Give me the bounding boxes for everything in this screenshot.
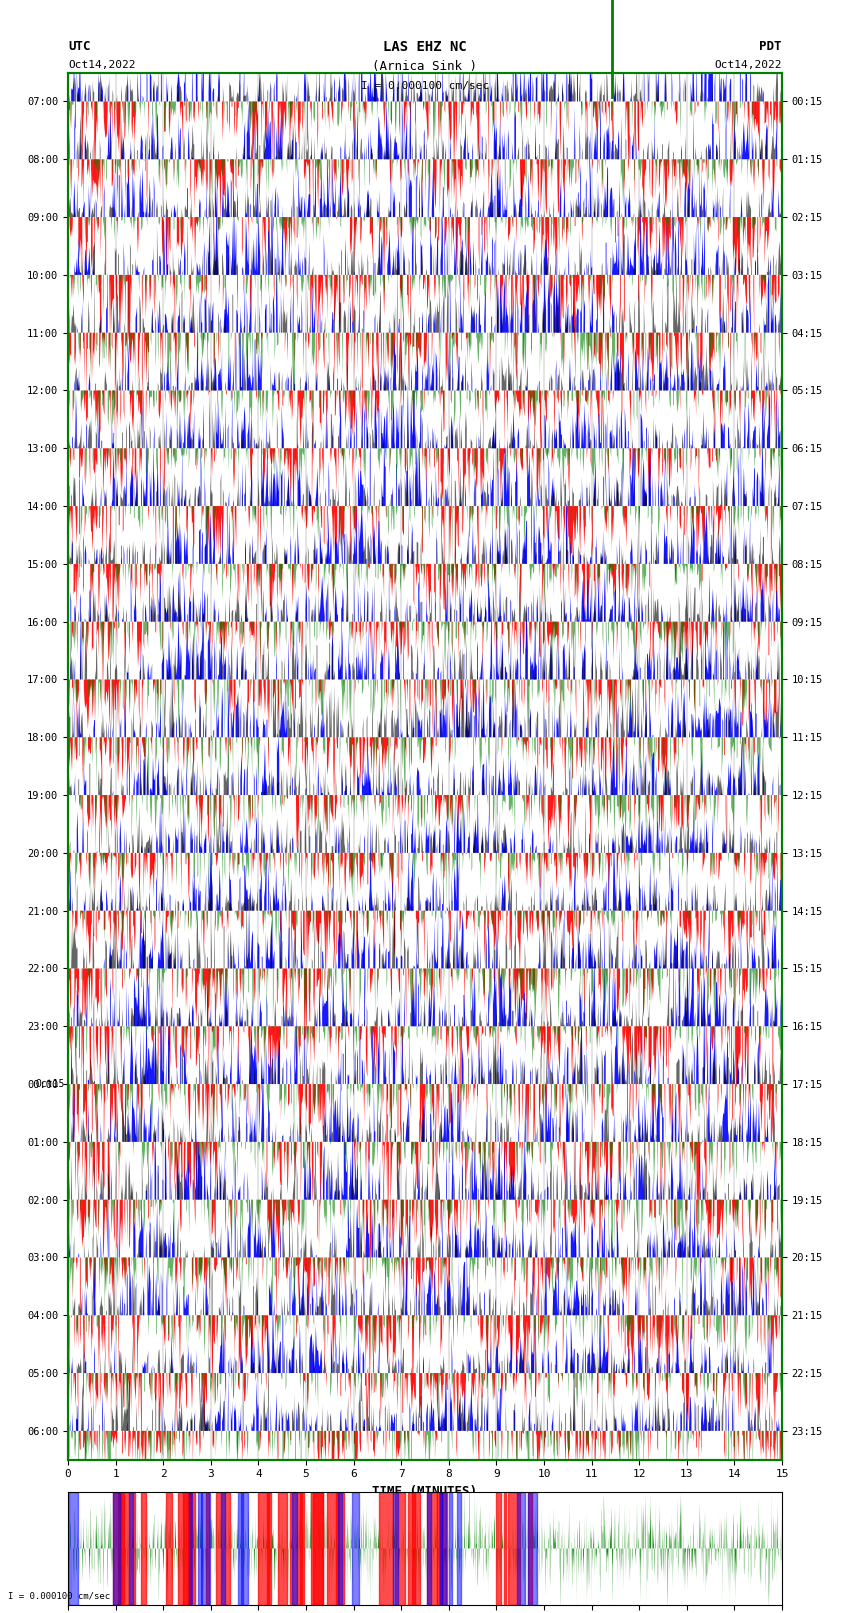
- Bar: [178, 1492, 191, 1605]
- Bar: [201, 1492, 211, 1605]
- Bar: [198, 1492, 202, 1605]
- X-axis label: TIME (MINUTES): TIME (MINUTES): [372, 1486, 478, 1498]
- Bar: [300, 1492, 304, 1605]
- Text: I = 0.000100 cm/sec: I = 0.000100 cm/sec: [8, 1590, 111, 1600]
- Bar: [438, 1492, 446, 1605]
- Bar: [457, 1492, 461, 1605]
- Bar: [241, 1492, 248, 1605]
- Text: I = 0.000100 cm/sec: I = 0.000100 cm/sec: [361, 81, 489, 90]
- Bar: [529, 1492, 532, 1605]
- Bar: [278, 1492, 286, 1605]
- Text: Oct14,2022: Oct14,2022: [68, 60, 135, 69]
- Bar: [217, 1492, 230, 1605]
- Text: Oct14,2022: Oct14,2022: [715, 60, 782, 69]
- Bar: [290, 1492, 302, 1605]
- Bar: [517, 1492, 525, 1605]
- Bar: [442, 1492, 446, 1605]
- Bar: [393, 1492, 398, 1605]
- Bar: [141, 1492, 146, 1605]
- Bar: [496, 1492, 502, 1605]
- Bar: [129, 1492, 133, 1605]
- Bar: [114, 1492, 121, 1605]
- Bar: [69, 1492, 77, 1605]
- Bar: [238, 1492, 243, 1605]
- Bar: [407, 1492, 420, 1605]
- Bar: [337, 1492, 342, 1605]
- Bar: [336, 1492, 344, 1605]
- Bar: [439, 1492, 443, 1605]
- Bar: [326, 1492, 339, 1605]
- Bar: [395, 1492, 405, 1605]
- Text: (Arnica Sink ): (Arnica Sink ): [372, 60, 478, 73]
- Bar: [379, 1492, 393, 1605]
- Bar: [121, 1492, 134, 1605]
- Bar: [427, 1492, 431, 1605]
- Bar: [529, 1492, 537, 1605]
- Bar: [118, 1492, 124, 1605]
- Bar: [188, 1492, 195, 1605]
- Bar: [311, 1492, 323, 1605]
- Bar: [427, 1492, 437, 1605]
- Bar: [221, 1492, 225, 1605]
- Bar: [258, 1492, 269, 1605]
- Bar: [183, 1492, 190, 1605]
- Bar: [449, 1492, 452, 1605]
- Text: PDT: PDT: [760, 40, 782, 53]
- Text: Oct15: Oct15: [36, 1079, 65, 1089]
- Bar: [507, 1492, 520, 1605]
- Bar: [189, 1492, 192, 1605]
- Bar: [206, 1492, 209, 1605]
- Text: UTC: UTC: [68, 40, 90, 53]
- Bar: [267, 1492, 271, 1605]
- Bar: [439, 1492, 442, 1605]
- Bar: [412, 1492, 416, 1605]
- Bar: [166, 1492, 172, 1605]
- Bar: [292, 1492, 298, 1605]
- Bar: [113, 1492, 120, 1605]
- Bar: [504, 1492, 507, 1605]
- Bar: [313, 1492, 323, 1605]
- Text: LAS EHZ NC: LAS EHZ NC: [383, 40, 467, 55]
- Bar: [352, 1492, 359, 1605]
